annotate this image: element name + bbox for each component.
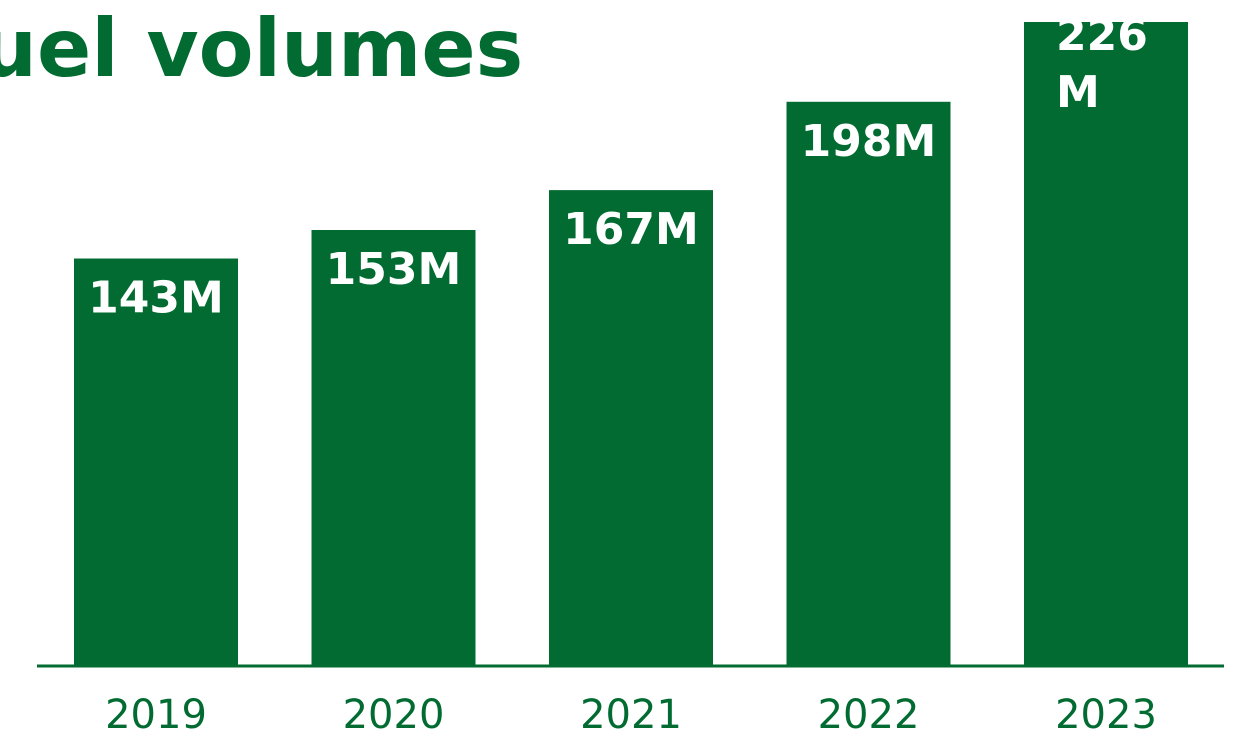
bar-2023 (1024, 22, 1188, 666)
bar-value-label: 226 M (1056, 10, 1148, 118)
x-tick-labels: 2019 2020 2021 2022 2023 (105, 692, 1157, 734)
bar-2022 (786, 101, 951, 667)
bar-2020 (311, 230, 476, 666)
bar-2021 (549, 190, 713, 666)
bar-value-label: 153M (326, 244, 462, 295)
bars-group: 143M 153M 167M 198M 226 M (74, 10, 1188, 667)
x-tick-label: 2020 (343, 692, 445, 734)
x-tick-label: 2019 (105, 692, 207, 734)
chart-title: uel volumes (0, 2, 523, 95)
x-tick-label: 2021 (580, 692, 682, 734)
bar-value-label: 143M (88, 273, 224, 324)
bar-2019 (74, 258, 238, 666)
x-tick-label: 2023 (1055, 692, 1157, 734)
x-tick-label: 2022 (818, 692, 920, 734)
bar-value-label: 198M (801, 116, 937, 167)
bar-value-label: 167M (563, 204, 699, 255)
